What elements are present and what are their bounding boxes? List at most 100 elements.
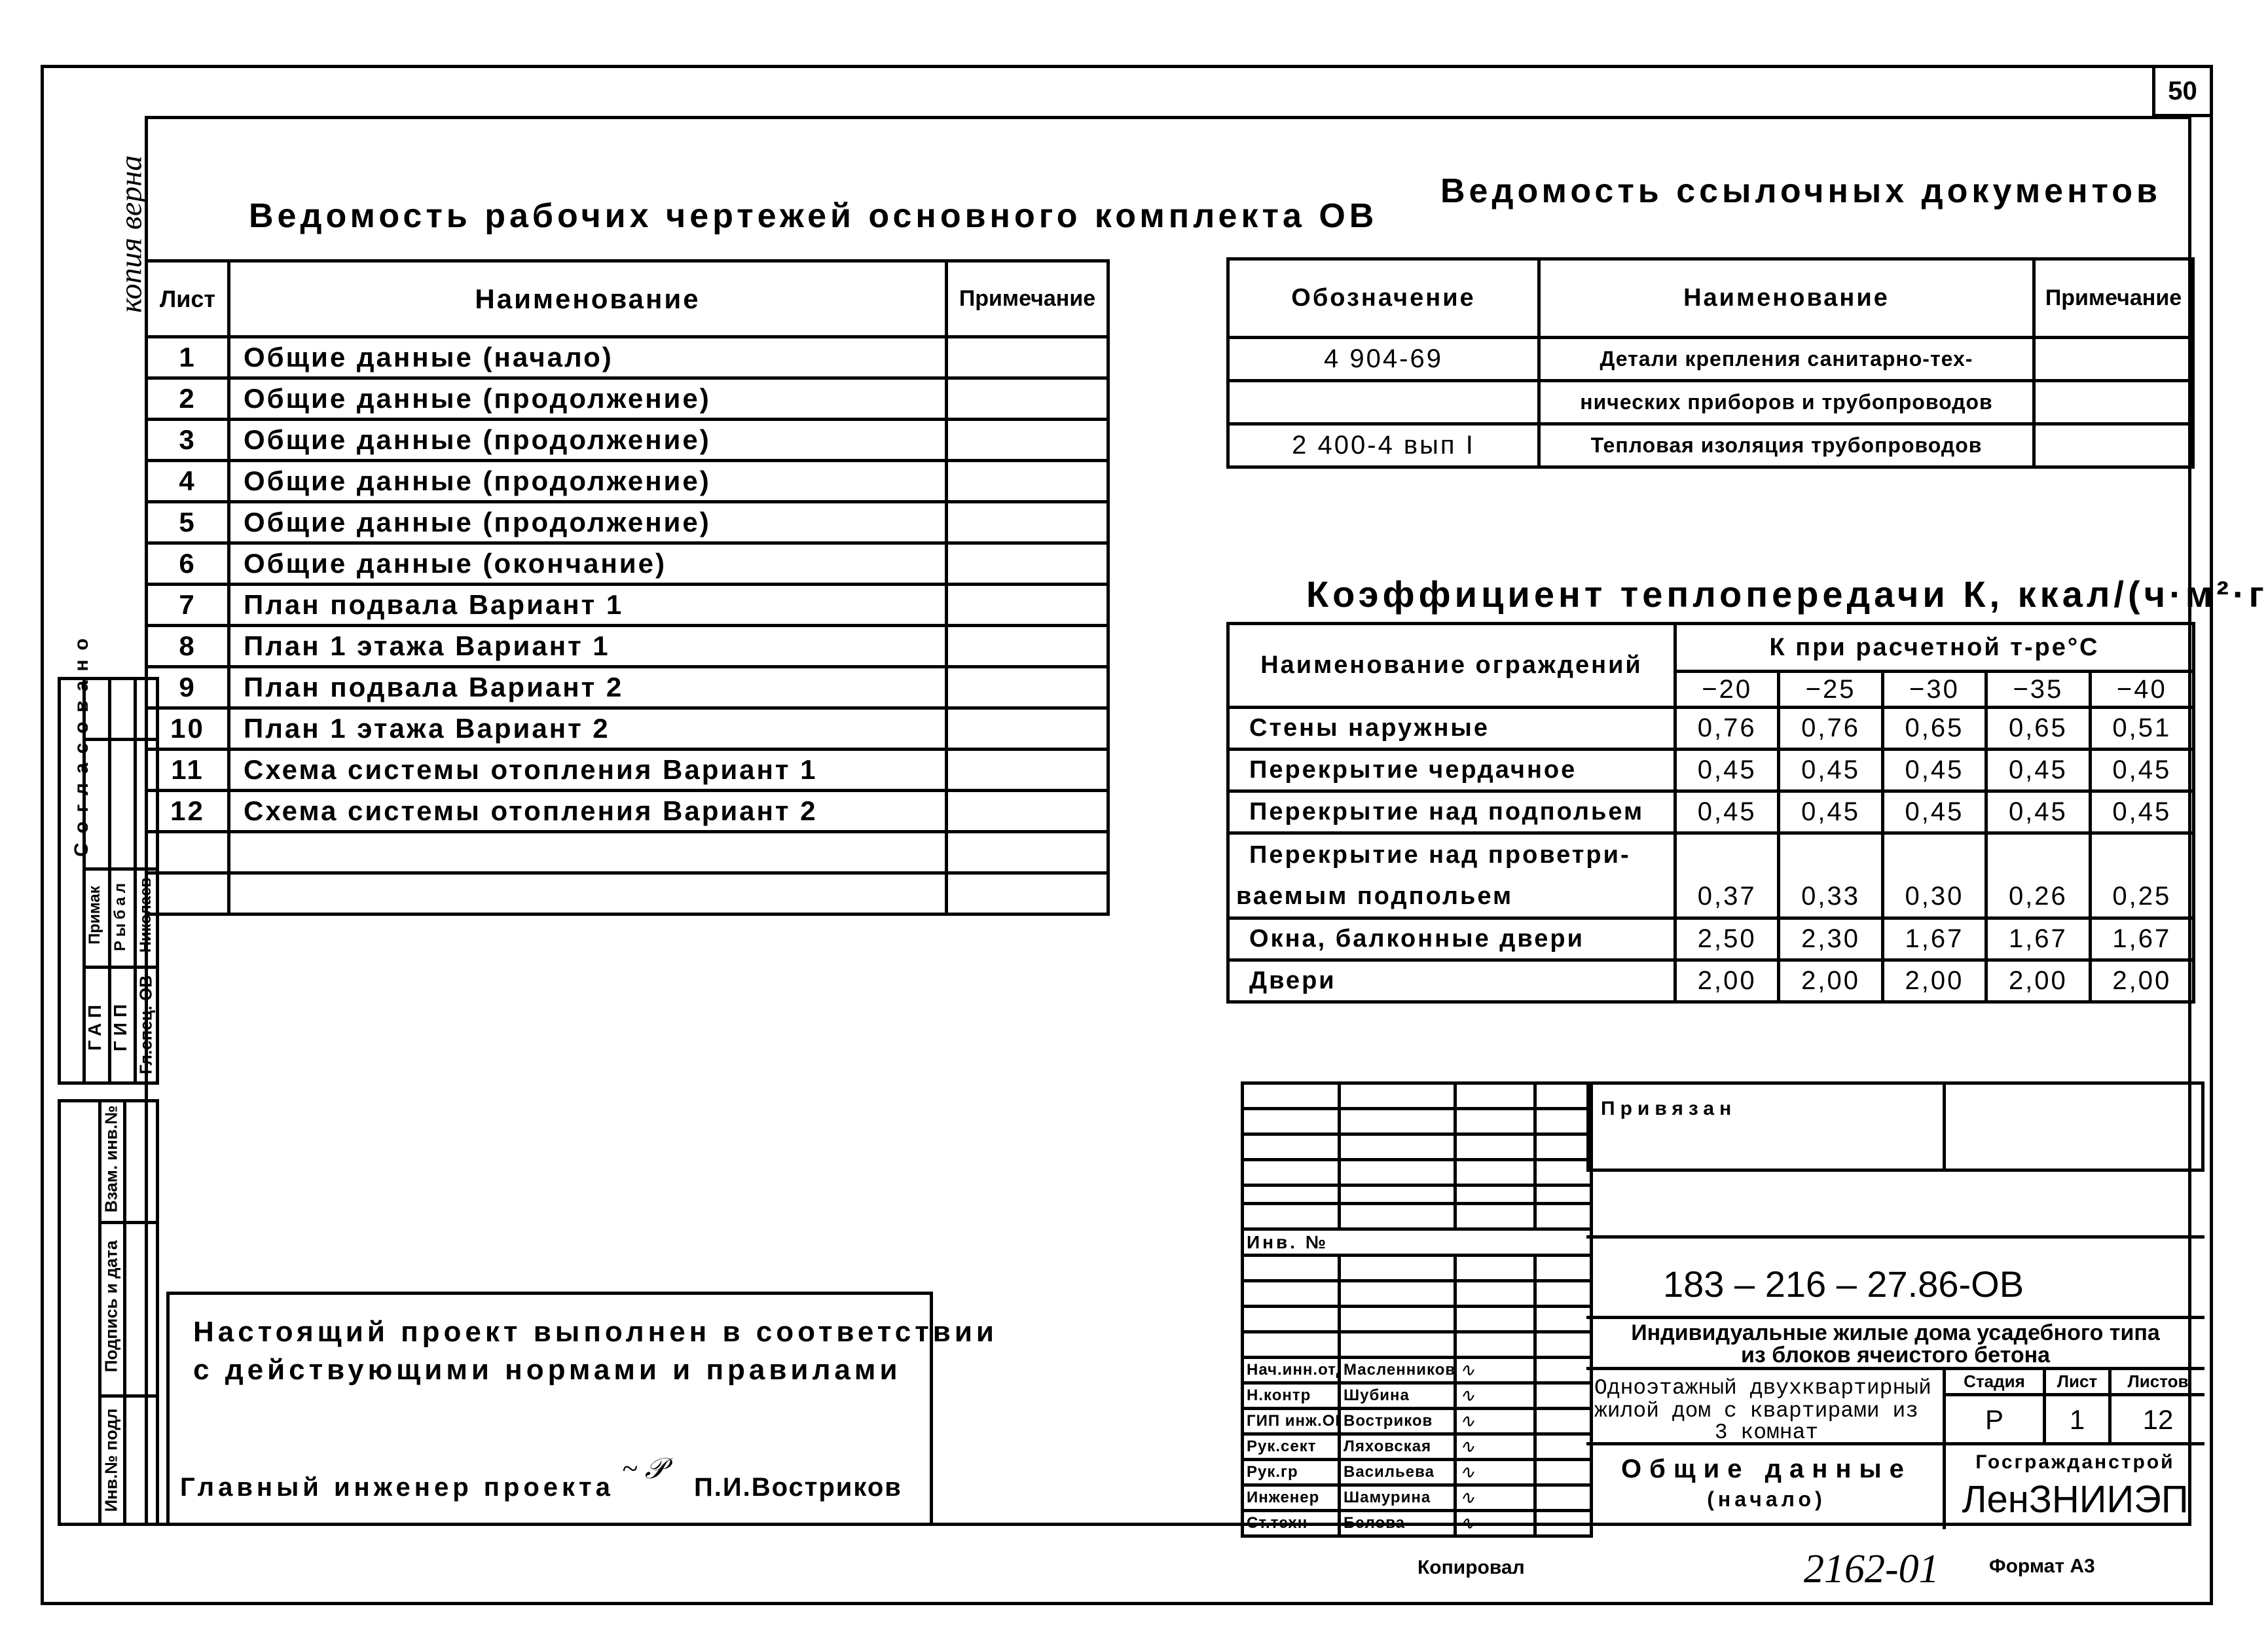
chief-engineer-name: П.И.Востриков [694, 1473, 902, 1502]
header-enclosure-name: Наименование ограждений [1226, 622, 1677, 709]
blank-cell [1338, 1133, 1457, 1161]
sheet-cell: 2 [145, 376, 230, 421]
note-cell [2032, 379, 2195, 426]
k-value-cell: 0,45 [1777, 789, 1884, 835]
k-value-cell: 2,00 [1985, 958, 2092, 1004]
project-title-2: из блоков ячеистого бетона [1740, 1343, 2051, 1368]
blank-row [1241, 1081, 1593, 1110]
note-cell [945, 748, 1110, 792]
blank-cell [1533, 1202, 1593, 1231]
side-stamp [58, 1099, 159, 1526]
k-value-cell: 0,33 [1777, 831, 1884, 920]
signature: ∿ [1454, 1458, 1537, 1487]
temp-header: −40 [2088, 670, 2196, 709]
name-cell: План 1 этажа Вариант 1 [227, 624, 948, 668]
table-row: 7 План подвала Вариант 1 [145, 583, 1110, 627]
k-value-cell: 0,45 [1985, 748, 2092, 793]
code-cell: 4 904-69 [1226, 336, 1541, 382]
temp-header: −30 [1880, 670, 1988, 709]
staff-name: Васильева [1338, 1458, 1457, 1487]
staff-row: Ст.техн Белова ∿ [1241, 1509, 1593, 1538]
enclosure-name: Перекрытие над проветри- [1249, 841, 1631, 869]
k-value-cell: 1,67 [2088, 916, 2196, 962]
blank-cell [1241, 1305, 1341, 1333]
side-field-replace-inv: Взам. инв.№ [101, 1105, 121, 1213]
k-value-cell: 0,25 [2088, 831, 2196, 920]
inv-row: Инв. № [1241, 1227, 1593, 1257]
name-cell: План 1 этажа Вариант 2 [227, 706, 948, 751]
k-value-cell: 2,00 [1880, 958, 1988, 1004]
enclosure-name: Перекрытие над подпольем [1249, 798, 1645, 825]
blank-cell [1454, 1305, 1537, 1333]
note-cell [2032, 336, 2195, 382]
reference-docs-table: Обозначение Наименование Примечание 4 90… [1226, 257, 2195, 469]
approval-role-gap: ГАП [84, 999, 105, 1051]
note-cell [945, 789, 1110, 833]
table-row: 9 План подвала Вариант 2 [145, 665, 1110, 710]
blank-cell [1454, 1107, 1537, 1136]
name-cell: План подвала Вариант 2 [227, 665, 948, 710]
name-cell: Общие данные (продолжение) [227, 459, 948, 503]
k-value-cell: 0,51 [2088, 706, 2196, 751]
note-cell [2032, 422, 2195, 469]
staff-role: Рук.гр [1241, 1458, 1341, 1487]
staff-name: Шамурина [1338, 1483, 1457, 1512]
sheets-value: 12 [2142, 1404, 2174, 1435]
blank-row [1241, 1158, 1593, 1187]
org-name-1: Госгражданстрой [1975, 1451, 2175, 1473]
org-name-2: ЛенЗНИИЭП [1962, 1478, 2189, 1521]
k-value-cell: 0,45 [1777, 748, 1884, 793]
blank-cell [1454, 1081, 1537, 1110]
header-code: Обозначение [1226, 257, 1541, 339]
sheet-cell: 8 [145, 624, 230, 668]
date-cell [1533, 1432, 1593, 1461]
k-value-cell: 2,50 [1673, 916, 1781, 962]
blank-cell [1241, 1254, 1341, 1282]
blank-cell [1241, 1107, 1341, 1136]
bound-box [1586, 1081, 2204, 1172]
name-cell: Общие данные (начало) [227, 335, 948, 380]
note-cell [945, 583, 1110, 627]
blank-cell [1338, 1305, 1457, 1333]
blank-cell [1533, 1133, 1593, 1161]
blank-row [1241, 1305, 1593, 1333]
approval-role-gip: ГИП [110, 998, 130, 1052]
blank-row [1241, 1184, 1593, 1205]
sheet-cell: 1 [145, 335, 230, 380]
enclosure-name: Двери [1249, 967, 1336, 994]
table-row: 2 400-4 вып I Тепловая изоляция трубопров… [1226, 422, 2195, 469]
staff-name: Шубина [1338, 1381, 1457, 1410]
blank-cell [1338, 1254, 1457, 1282]
k-value-cell: 2,00 [1673, 958, 1781, 1004]
blank-cell [1533, 1081, 1593, 1110]
outer-frame [41, 65, 2213, 1605]
inv-label: Инв. № [1241, 1227, 1593, 1257]
approval-name-1: Примак [86, 886, 103, 945]
note-cell [945, 830, 1110, 875]
header-note: Примечание [2032, 257, 2195, 339]
staff-role: Н.контр [1241, 1381, 1341, 1410]
table-row: 3 Общие данные (продолжение) [145, 418, 1110, 462]
blank-cell [1338, 1279, 1457, 1308]
date-cell [1533, 1458, 1593, 1487]
date-cell [1533, 1356, 1593, 1385]
side-field-signature-date: Подпись и дата [101, 1240, 121, 1373]
blank-cell [1338, 1184, 1457, 1205]
blank-cell [1533, 1254, 1593, 1282]
blank-cell [1241, 1158, 1341, 1187]
date-cell [1533, 1381, 1593, 1410]
table-row: Окна, балконные двери 2,50 2,30 1,67 1,67 1,6… [1226, 916, 2196, 962]
blank-cell [1454, 1133, 1537, 1161]
sheet-cell: 6 [145, 541, 230, 586]
signature: ∿ [1454, 1381, 1537, 1410]
note-cell [945, 500, 1110, 545]
code-cell: 2 400-4 вып I [1226, 422, 1541, 469]
blank-cell [1241, 1133, 1341, 1161]
enclosure-name: Перекрытие чердачное [1249, 756, 1577, 784]
heat-transfer-title: Коэффициент теплопередачи К, ккал/(ч·м²·… [1306, 573, 2268, 615]
sheet-cell: 5 [145, 500, 230, 545]
sheet-number: 50 [2168, 76, 2197, 105]
staff-row: Рук.гр Васильева ∿ [1241, 1458, 1593, 1487]
header-sheet: Лист [145, 259, 230, 338]
blank-cell [1241, 1202, 1341, 1231]
